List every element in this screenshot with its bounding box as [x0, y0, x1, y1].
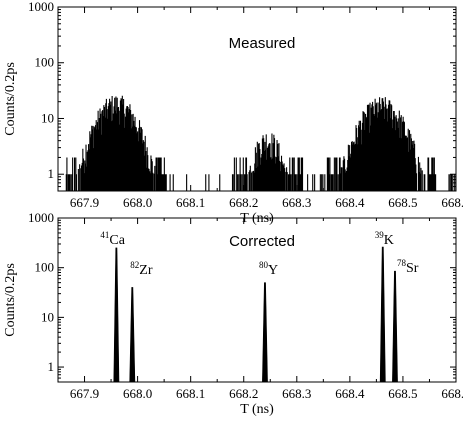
x-tick-label: 668.1 — [176, 195, 205, 210]
isotope-label-ca: 41Ca — [100, 230, 125, 248]
y-tick-label: 1000 — [28, 0, 54, 14]
isotope-element: Y — [268, 263, 278, 278]
isotope-element: Ca — [109, 233, 125, 248]
peak-y — [262, 282, 268, 382]
peak-sr — [392, 270, 398, 382]
y-tick-label: 1 — [48, 359, 55, 374]
y-tick-label: 100 — [35, 55, 55, 70]
isotope-label-sr: 78Sr — [397, 258, 419, 276]
y-tick-label: 100 — [35, 260, 55, 275]
peak-ca — [113, 247, 120, 382]
x-tick-label: 668.0 — [123, 386, 152, 401]
isotope-label-k: 39K — [375, 230, 394, 248]
isotope-mass: 80 — [259, 260, 269, 270]
x-tick-label: 668.2 — [229, 386, 258, 401]
y-axis-label: Counts/0.2ps — [3, 62, 18, 136]
data-marks — [113, 246, 398, 382]
peak-zr — [129, 287, 136, 382]
x-tick-label: 668.3 — [282, 195, 311, 210]
isotope-label-y: 80Y — [259, 260, 278, 278]
isotope-element: Zr — [139, 263, 153, 278]
measured-panel: 667.9 668.0 668.1 668.2 668.3 668.4 668.5 668.6… — [3, 0, 463, 226]
x-tick-label: 668.1 — [176, 386, 205, 401]
x-tick-label: 668.3 — [282, 386, 311, 401]
corrected-panel: 667.9 668.0 668.1 668.2 668.3 668.4 668.5 668.6… — [3, 210, 463, 417]
panel-label: Measured — [229, 35, 296, 52]
x-tick-label: 668.5 — [388, 195, 417, 210]
panel-label: Corrected — [229, 233, 295, 250]
x-tick-label: 668.5 — [388, 386, 417, 401]
y-tick-label: 10 — [41, 110, 54, 125]
data-marks — [65, 95, 456, 191]
plot-frame — [57, 6, 457, 192]
y-tick-label: 10 — [41, 309, 54, 324]
isotope-label-zr: 82Zr — [130, 260, 153, 278]
x-tick-label: 667.9 — [70, 386, 99, 401]
x-tick-label: 667.9 — [70, 195, 99, 210]
plot-frame — [57, 217, 457, 383]
isotope-element: K — [384, 233, 394, 248]
x-axis-label: T (ns) — [240, 402, 274, 417]
x-tick-label: 668.6 — [441, 195, 463, 210]
isotope-mass: 82 — [130, 260, 139, 270]
y-tick-label: 1000 — [28, 210, 54, 225]
isotope-mass: 78 — [397, 258, 407, 268]
isotope-element: Sr — [406, 261, 419, 276]
isotope-mass: 39 — [375, 230, 385, 240]
y-axis-label: Counts/0.2ps — [3, 263, 18, 337]
x-tick-label: 668.4 — [335, 195, 365, 210]
x-tick-label: 668.2 — [229, 195, 258, 210]
x-tick-label: 668.4 — [335, 386, 365, 401]
x-tick-label: 668.0 — [123, 195, 152, 210]
peak-k — [379, 246, 386, 382]
measured-histogram — [65, 95, 456, 191]
isotope-mass: 41 — [100, 230, 109, 240]
y-tick-label: 1 — [48, 166, 55, 181]
x-tick-label: 668.6 — [441, 386, 463, 401]
